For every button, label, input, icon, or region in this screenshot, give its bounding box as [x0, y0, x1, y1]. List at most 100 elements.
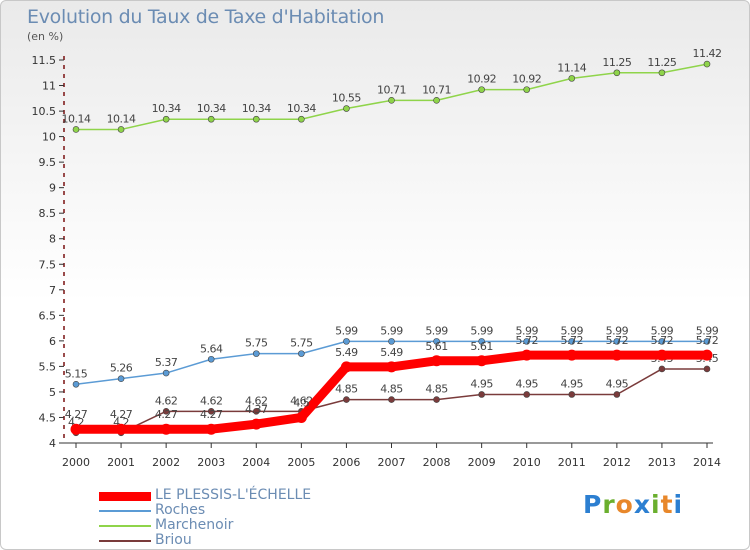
y-tick-label: 11.5	[32, 54, 57, 67]
x-tick-label: 2014	[693, 456, 721, 469]
proxiti-logo: Proxiti	[583, 490, 683, 519]
data-point	[252, 408, 260, 415]
data-point	[568, 338, 576, 345]
data-point	[433, 338, 440, 345]
data-label: 5.49	[335, 346, 358, 359]
data-label: 4.27	[155, 408, 178, 421]
data-label: 10.92	[467, 73, 496, 86]
legend-label: Marchenoir	[155, 517, 234, 533]
data-point	[521, 349, 533, 361]
data-point	[162, 369, 170, 377]
legend-swatch	[99, 491, 151, 501]
data-point	[207, 355, 215, 363]
x-tick-label: 2007	[378, 456, 406, 469]
data-point	[160, 423, 172, 435]
data-point	[478, 338, 485, 345]
y-tick-label: 11	[42, 80, 56, 93]
data-label: 10.34	[287, 102, 316, 115]
data-label: 5.72	[651, 334, 674, 347]
data-label: 5.72	[696, 334, 719, 347]
data-point	[205, 423, 217, 435]
data-point	[611, 349, 623, 361]
data-point	[658, 338, 666, 345]
data-point	[388, 396, 395, 403]
data-point	[703, 365, 711, 373]
data-label: 4.37	[245, 403, 268, 416]
data-label: 10.55	[332, 92, 361, 105]
data-label: 4.95	[606, 377, 629, 390]
data-label: 5.72	[561, 334, 584, 347]
data-point	[340, 361, 352, 373]
data-label: 11.25	[602, 56, 631, 69]
data-label: 5.99	[470, 324, 493, 337]
y-tick-label: 10.5	[32, 105, 57, 118]
data-point	[613, 338, 621, 345]
data-label: 4.85	[335, 383, 358, 396]
data-point	[117, 375, 125, 382]
data-point	[388, 338, 395, 345]
x-tick-label: 2008	[423, 456, 451, 469]
data-point	[703, 60, 711, 68]
data-label: 4.95	[470, 377, 493, 390]
y-tick-label: 5	[49, 386, 56, 399]
data-label: 5.99	[515, 324, 538, 337]
legend-item: LE PLESSIS-L'ÉCHELLE	[99, 488, 359, 503]
legend-swatch	[99, 525, 151, 527]
logo-letter: i	[651, 490, 661, 519]
data-point	[658, 69, 666, 77]
data-label: 5.75	[290, 337, 313, 350]
logo-letter: o	[615, 490, 634, 519]
data-label: 4.27	[200, 408, 223, 421]
data-point	[72, 126, 80, 133]
data-label: 10.14	[62, 112, 91, 125]
data-point	[388, 97, 395, 104]
data-label: 11.42	[693, 47, 722, 60]
data-label: 11.14	[557, 61, 586, 74]
data-point	[343, 105, 350, 112]
legend-item: Roches	[99, 503, 359, 518]
data-point	[613, 69, 621, 77]
data-point	[343, 396, 350, 403]
data-point	[207, 408, 215, 415]
data-label: 5.61	[470, 340, 493, 353]
data-point	[658, 365, 666, 373]
data-point	[523, 86, 531, 93]
x-tick-label: 2000	[62, 456, 90, 469]
x-tick-label: 2012	[603, 456, 631, 469]
data-point	[115, 423, 127, 435]
data-point	[207, 115, 215, 123]
data-point	[386, 361, 397, 373]
data-label: 4.95	[561, 377, 584, 390]
data-label: 5.61	[425, 340, 448, 353]
x-tick-label: 2009	[468, 456, 496, 469]
legend-label: Roches	[155, 502, 206, 518]
logo-letter: i	[673, 490, 684, 519]
data-point	[117, 126, 125, 133]
data-point	[701, 349, 713, 361]
chart-unit-label: (en %)	[27, 30, 64, 43]
data-point	[703, 338, 711, 345]
data-label: 5.75	[245, 337, 268, 350]
data-label: 4.62	[200, 394, 223, 407]
data-label: 10.34	[152, 102, 181, 115]
legend-label: Briou	[155, 532, 192, 548]
data-point	[476, 355, 488, 367]
x-tick-label: 2011	[558, 456, 586, 469]
data-point	[298, 115, 305, 123]
y-tick-label: 4	[49, 437, 56, 450]
x-tick-label: 2010	[513, 456, 541, 469]
data-point	[343, 338, 350, 345]
data-label: 4.62	[155, 394, 178, 407]
y-tick-label: 10	[42, 131, 56, 144]
data-label: 4.95	[515, 377, 538, 390]
data-label: 5.72	[515, 334, 538, 347]
data-label: 5.26	[110, 362, 133, 375]
logo-letter: t	[660, 490, 674, 519]
legend-swatch	[99, 510, 151, 512]
data-label: 5.72	[606, 334, 629, 347]
data-label: 10.92	[512, 73, 541, 86]
logo-letter: x	[633, 490, 651, 519]
data-point	[162, 408, 170, 415]
